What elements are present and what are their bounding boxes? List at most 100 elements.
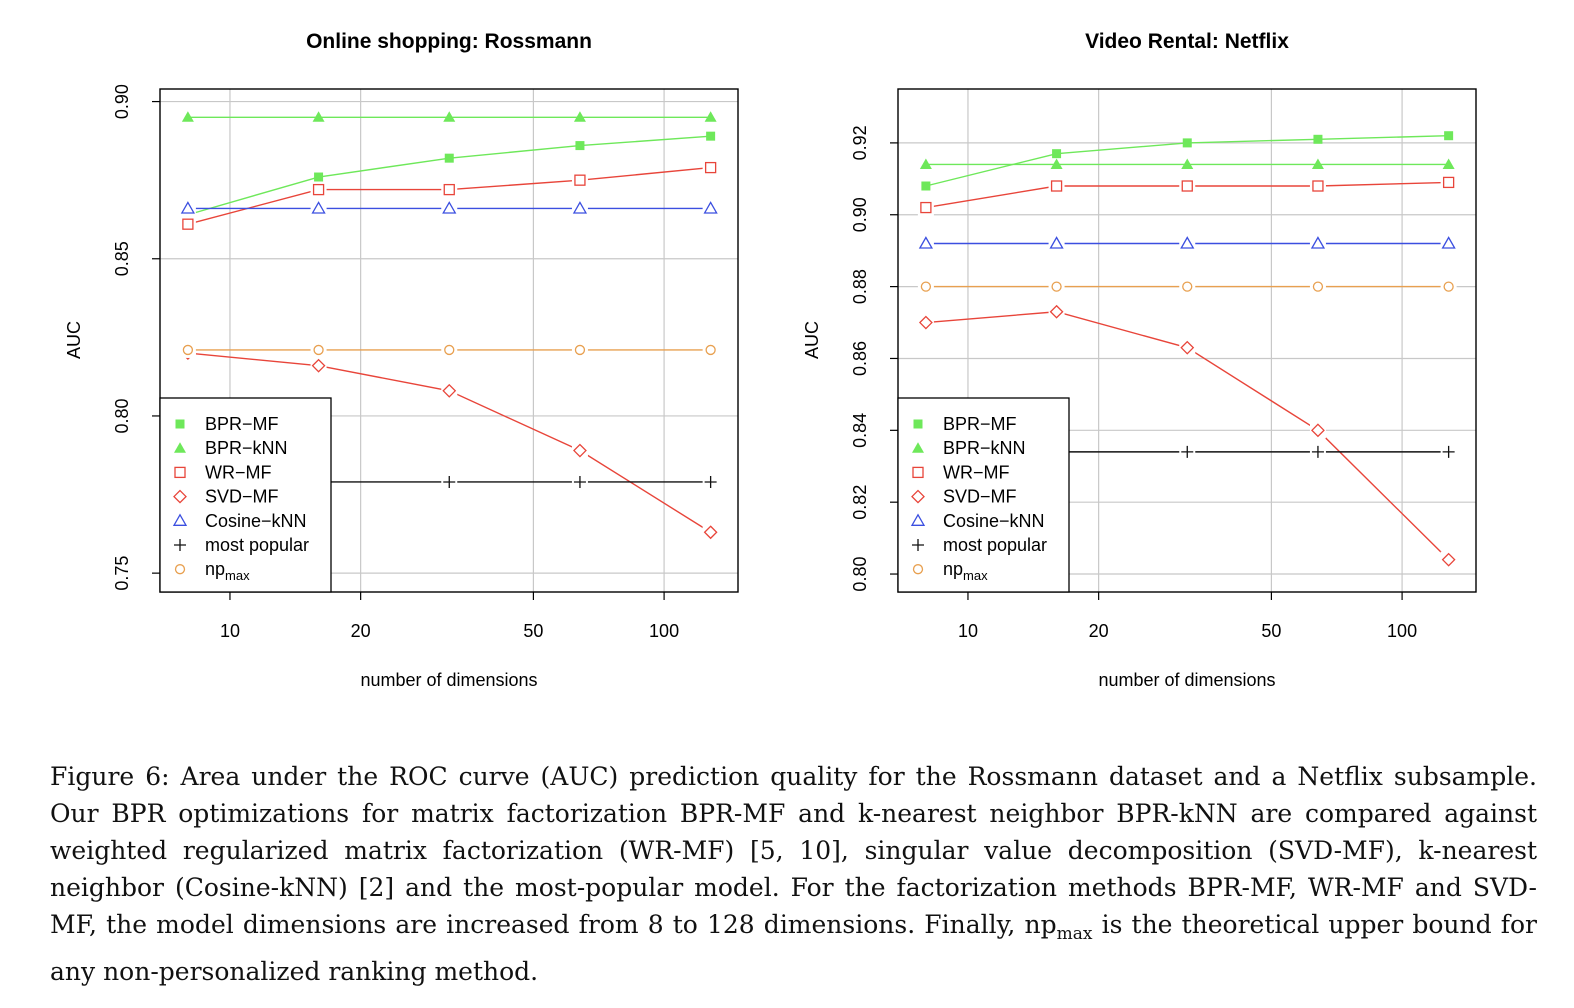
marker-gap <box>441 341 458 358</box>
legend-item: npmax <box>912 559 988 583</box>
marker-gap <box>1440 551 1457 568</box>
data-point <box>1051 281 1062 292</box>
legend-label: BPR−kNN <box>205 438 288 458</box>
legend-label-text: BPR−MF <box>943 414 1017 434</box>
legend-label-text: most popular <box>943 535 1047 555</box>
marker-gap <box>1048 303 1065 320</box>
data-point <box>1443 281 1454 292</box>
data-point <box>918 315 933 330</box>
legend-item: BPR−kNN <box>912 438 1026 458</box>
marker-gap <box>1179 278 1196 295</box>
legend-item: Cosine−kNN <box>910 511 1045 531</box>
legend-marker <box>175 419 185 429</box>
legend-box <box>159 397 332 593</box>
data-point <box>921 181 931 191</box>
legend-label: WR−MF <box>943 462 1010 482</box>
legend-item: BPR−kNN <box>174 438 288 458</box>
data-point <box>1311 423 1325 438</box>
data-point <box>705 344 716 356</box>
legend-label-text: BPR−MF <box>205 414 279 434</box>
marker-gap <box>1440 174 1457 191</box>
data-point <box>920 281 932 292</box>
marker-gap <box>310 357 327 374</box>
data-point <box>443 183 455 196</box>
x-tick-label: 100 <box>1387 621 1417 641</box>
marker-gap <box>571 442 588 459</box>
marker-gap <box>1048 278 1065 295</box>
x-tick-label: 50 <box>523 621 543 641</box>
y-axis-label: AUC <box>802 321 822 359</box>
legend: BPR−MF BPR−kNN WR−MF SVD−MF Cosine−kNN most p… <box>897 397 1070 593</box>
data-point <box>1311 445 1324 458</box>
data-point <box>920 201 932 214</box>
legend-label-text: most popular <box>205 535 309 555</box>
legend: BPR−MF BPR−kNN WR−MF SVD−MF Cosine−kNN most p… <box>159 397 332 593</box>
y-tick-label: 0.90 <box>112 84 132 119</box>
x-tick-label: 20 <box>1089 621 1109 641</box>
plot-frame <box>159 88 739 593</box>
legend-box <box>897 397 1070 593</box>
legend-label-text: SVD−MF <box>943 487 1017 507</box>
marker-gap <box>179 216 196 233</box>
legend-item: SVD−MF <box>911 487 1017 507</box>
data-point <box>1442 176 1455 189</box>
marker-gap <box>1309 278 1326 295</box>
legend-marker <box>174 442 186 453</box>
data-point <box>574 344 586 356</box>
marker-gap <box>310 341 327 358</box>
legend-label-text: WR−MF <box>943 462 1010 482</box>
legend-marker <box>173 489 187 504</box>
data-point <box>442 383 457 398</box>
x-tick-label: 10 <box>220 621 240 641</box>
legend-item: most popular <box>912 535 1047 555</box>
data-point <box>1312 180 1324 192</box>
data-point <box>1049 304 1064 319</box>
marker-gap <box>702 159 719 176</box>
y-tick-label: 0.84 <box>850 413 870 448</box>
x-tick-label: 50 <box>1261 621 1281 641</box>
data-point <box>1182 138 1192 148</box>
data-point <box>314 172 324 182</box>
marker-gap <box>1309 422 1326 439</box>
x-tick-label: 100 <box>649 621 679 641</box>
marker-gap <box>441 382 458 399</box>
data-point <box>1444 131 1454 141</box>
legend-label: WR−MF <box>205 462 272 482</box>
legend-label-text: Cosine−kNN <box>205 511 307 531</box>
data-point <box>704 111 717 122</box>
data-point <box>703 201 718 214</box>
data-point <box>1442 445 1455 458</box>
legend-label: BPR−kNN <box>943 438 1026 458</box>
marker-gap <box>1309 178 1326 195</box>
legend-label-subscript: max <box>963 568 988 583</box>
legend-item: BPR−MF <box>175 414 279 434</box>
chart-1: Online shopping: Rossmann 10 20 50 100 0.75 0.… <box>64 30 739 690</box>
legend-item: SVD−MF <box>173 487 279 507</box>
data-point <box>1181 180 1193 192</box>
data-point <box>704 475 717 488</box>
y-tick-label: 0.85 <box>112 241 132 276</box>
y-tick-label: 0.80 <box>850 557 870 592</box>
data-point <box>311 201 326 214</box>
legend-label-text: Cosine−kNN <box>943 511 1045 531</box>
data-point <box>1180 236 1195 249</box>
data-point <box>573 443 587 458</box>
data-point <box>918 236 934 249</box>
marker-gap <box>1179 178 1196 195</box>
marker-gap <box>917 278 934 295</box>
data-point <box>704 161 717 174</box>
legend-item: most popular <box>174 535 309 555</box>
marker-gap <box>1179 339 1196 356</box>
data-point <box>182 218 194 230</box>
marker-gap <box>1048 178 1065 195</box>
data-point <box>444 344 455 356</box>
data-point <box>311 358 326 373</box>
legend-label-text: BPR−kNN <box>943 438 1026 458</box>
data-point <box>444 153 454 163</box>
data-point <box>443 111 456 122</box>
y-tick-label: 0.90 <box>850 197 870 232</box>
data-point <box>1313 134 1323 144</box>
data-point <box>1312 281 1324 292</box>
legend-marker <box>912 564 924 575</box>
legend-marker <box>911 489 925 504</box>
